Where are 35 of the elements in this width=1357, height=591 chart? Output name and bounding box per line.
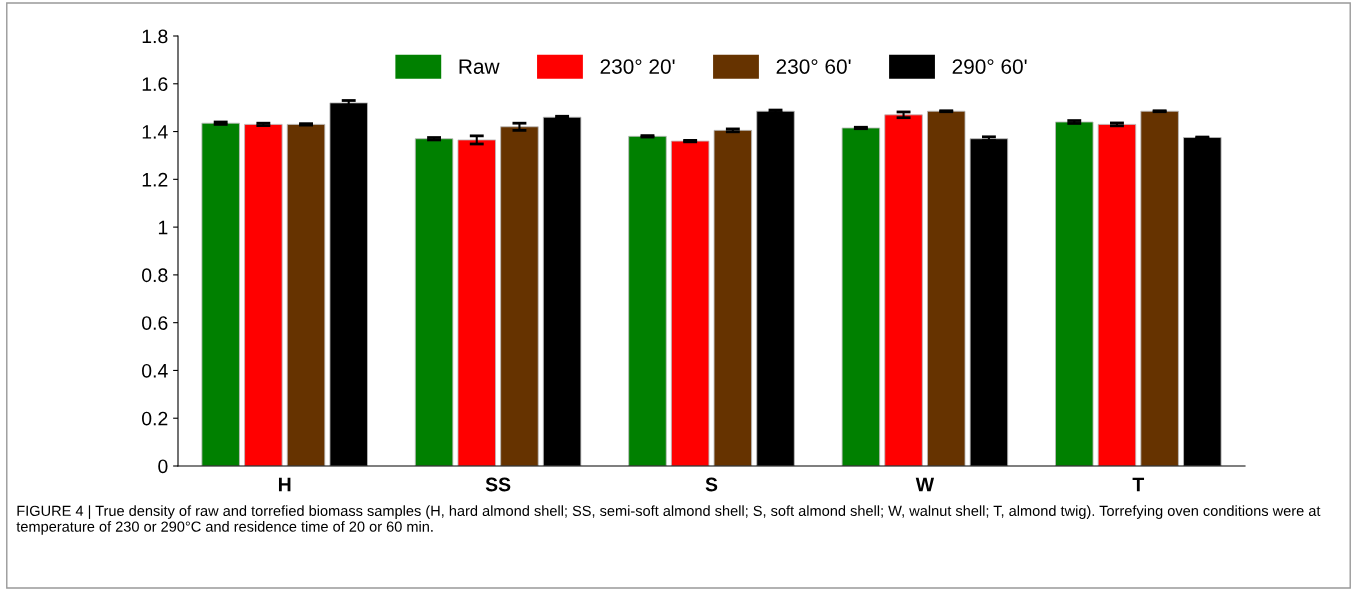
y-tick-label: 1 <box>158 220 168 235</box>
bar <box>201 122 240 466</box>
bar <box>500 126 539 466</box>
x-tick-label: T <box>1132 477 1145 492</box>
bar <box>414 138 454 466</box>
y-tick-label: 0.8 <box>142 268 168 283</box>
bar <box>713 129 753 466</box>
y-tick-label: 1.4 <box>142 125 168 139</box>
bar <box>457 139 496 466</box>
legend-label: Raw <box>459 59 500 74</box>
legend-label: 230° 60' <box>776 59 851 74</box>
bar <box>286 123 326 466</box>
x-tick-label: H <box>278 477 291 492</box>
y-tick-label: 0 <box>158 459 168 474</box>
bar <box>1097 123 1137 466</box>
x-tick-label: W <box>915 477 935 492</box>
bar <box>927 110 966 466</box>
legend-label: 230° 20' <box>600 59 675 74</box>
bar <box>1140 110 1179 466</box>
caption: FIGURE 4 | True density of raw and torrefied biomass samples (H, hard almond shell; SS, semi-soft almond shell; S, soft almond shell; W, walnut shell; T, almond twig). Torrefying oven conditions were at temperature of 230 or 290°C and residence time of 20 or 60 min. <box>16 505 1321 535</box>
y-tick-label: 0.2 <box>142 411 168 426</box>
bar <box>244 123 283 466</box>
bar <box>1055 121 1094 466</box>
x-tick-label: SS <box>485 477 511 492</box>
y-tick-label: 0.6 <box>142 316 168 330</box>
y-tick-label: 1.2 <box>142 172 168 187</box>
bar <box>884 114 923 466</box>
bar <box>841 127 881 466</box>
bar <box>628 135 667 466</box>
bar <box>670 140 710 466</box>
legend-label: 290° 60' <box>952 59 1027 74</box>
y-tick-label: 0.4 <box>142 363 168 378</box>
y-tick-label: 1.8 <box>142 29 168 44</box>
y-tick-label: 1.6 <box>142 77 168 92</box>
x-tick-label: S <box>705 477 718 492</box>
